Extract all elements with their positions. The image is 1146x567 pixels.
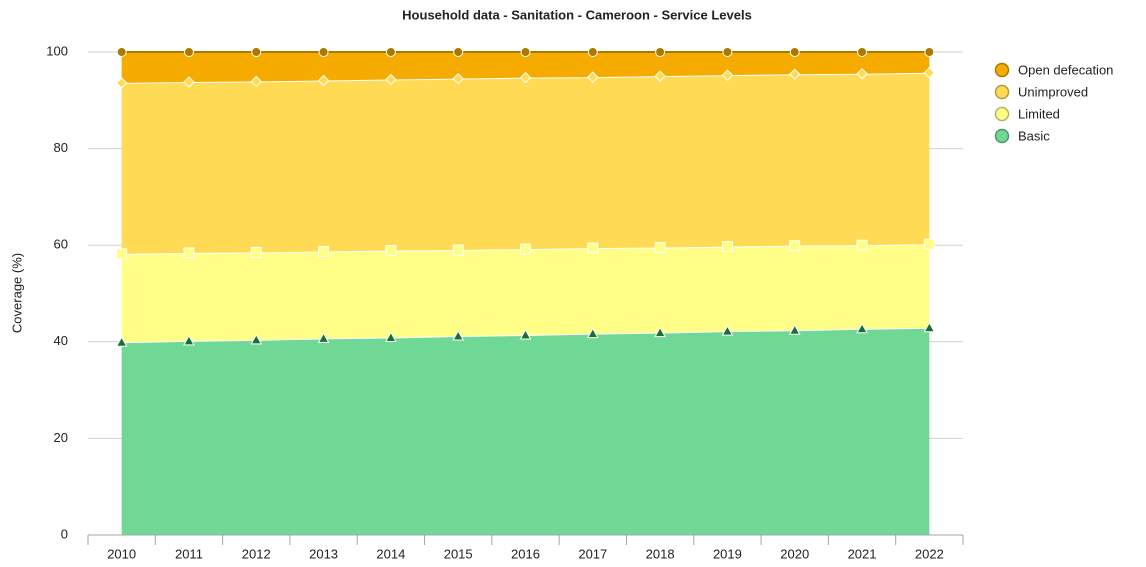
marker <box>655 47 666 57</box>
marker <box>654 70 666 82</box>
y-axis-label: Coverage (%) <box>9 253 24 333</box>
legend-marker <box>994 128 1010 144</box>
x-tick-label: 2017 <box>578 546 607 561</box>
x-tick-label: 2016 <box>511 546 540 561</box>
x-tick-label: 2013 <box>309 546 338 561</box>
marker <box>385 47 396 57</box>
x-tick-label: 2015 <box>444 546 473 561</box>
legend-label: Unimproved <box>1018 84 1088 99</box>
marker <box>924 47 935 57</box>
marker <box>183 76 195 88</box>
marker <box>923 238 935 250</box>
marker <box>856 322 868 334</box>
marker <box>586 327 599 339</box>
y-tick-label: 60 <box>54 237 68 252</box>
chart-title: Household data - Sanitation - Cameroon -… <box>402 7 752 22</box>
marker <box>722 47 733 57</box>
marker <box>857 47 868 57</box>
marker <box>587 242 599 254</box>
y-tick-label: 20 <box>54 430 68 445</box>
marker <box>183 47 194 57</box>
marker <box>856 239 868 251</box>
marker <box>452 244 464 256</box>
x-tick-label: 2020 <box>780 546 809 561</box>
y-tick-label: 80 <box>54 140 68 155</box>
marker <box>183 334 195 346</box>
marker <box>385 73 397 86</box>
marker <box>721 325 734 336</box>
marker <box>721 69 734 81</box>
legend-label: Limited <box>1018 106 1060 121</box>
marker <box>923 321 936 333</box>
x-tick-label: 2019 <box>713 546 742 561</box>
legend-label: Basic <box>1018 128 1050 143</box>
marker <box>317 74 330 87</box>
marker <box>587 71 599 83</box>
marker <box>789 47 800 57</box>
x-tick-label: 2014 <box>376 546 405 561</box>
legend-marker <box>994 106 1010 122</box>
marker <box>654 242 666 254</box>
marker <box>250 246 262 258</box>
area <box>121 244 930 343</box>
marker <box>789 68 801 80</box>
legend-label: Open defecation <box>1018 62 1113 77</box>
y-tick-label: 100 <box>46 43 68 58</box>
marker <box>318 245 330 257</box>
marker <box>183 247 195 259</box>
marker <box>251 47 262 57</box>
area <box>121 327 930 535</box>
x-tick-label: 2018 <box>646 546 675 561</box>
marker <box>116 47 127 57</box>
marker <box>721 241 733 253</box>
marker <box>923 67 936 79</box>
marker <box>115 77 128 89</box>
marker <box>789 240 801 252</box>
x-tick-label: 2021 <box>848 546 877 561</box>
x-tick-label: 2022 <box>915 546 944 561</box>
marker <box>788 324 801 335</box>
marker <box>385 245 397 257</box>
marker <box>453 47 464 57</box>
marker <box>452 329 465 341</box>
y-tick-label: 0 <box>61 526 68 541</box>
marker <box>519 71 532 84</box>
x-tick-label: 2011 <box>175 546 203 561</box>
x-tick-label: 2010 <box>107 546 136 561</box>
marker <box>654 326 666 338</box>
marker <box>116 248 128 260</box>
marker <box>115 336 128 347</box>
marker <box>318 47 329 57</box>
marker <box>587 47 598 57</box>
marker <box>250 333 263 345</box>
marker <box>519 329 532 340</box>
marker <box>520 243 531 255</box>
marker <box>385 331 397 342</box>
legend-marker <box>994 62 1010 78</box>
legend-marker <box>994 84 1010 100</box>
marker <box>856 68 868 80</box>
x-tick-label: 2012 <box>242 546 271 561</box>
y-tick-label: 40 <box>54 333 68 348</box>
marker <box>452 72 464 85</box>
area <box>121 72 930 254</box>
marker <box>250 75 262 88</box>
marker <box>520 47 531 57</box>
marker <box>317 332 330 343</box>
